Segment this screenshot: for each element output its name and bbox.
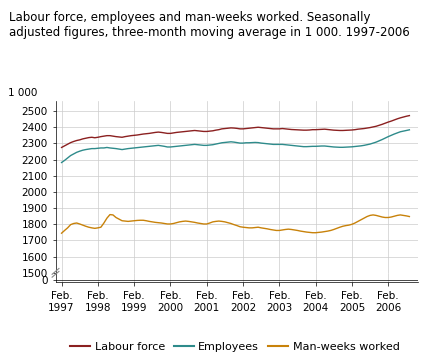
Employees	[340, 145, 345, 150]
Man-weeks worked	[273, 228, 278, 233]
Text: 1 000: 1 000	[9, 88, 37, 98]
Line: Labour force: Labour force	[61, 115, 409, 147]
Labour force	[348, 128, 354, 132]
Man-weeks worked	[343, 223, 348, 228]
Man-weeks worked	[294, 228, 299, 233]
Line: Man-weeks worked: Man-weeks worked	[61, 215, 409, 233]
Labour force	[340, 128, 345, 132]
Labour force	[379, 122, 384, 126]
Employees	[176, 144, 181, 148]
Line: Employees: Employees	[61, 130, 409, 163]
Employees	[270, 142, 275, 147]
Man-weeks worked	[406, 214, 411, 219]
Employees	[348, 145, 354, 149]
Labour force	[291, 127, 296, 132]
Man-weeks worked	[351, 221, 357, 225]
Labour force	[176, 130, 181, 134]
Man-weeks worked	[382, 215, 387, 220]
Employees	[59, 160, 64, 165]
Legend: Labour force, Employees, Man-weeks worked: Labour force, Employees, Man-weeks worke…	[66, 337, 403, 357]
Employees	[291, 143, 296, 148]
Employees	[406, 128, 411, 132]
Man-weeks worked	[59, 231, 64, 235]
Text: Labour force, employees and man-weeks worked. Seasonally
adjusted figures, three: Labour force, employees and man-weeks wo…	[9, 11, 409, 39]
Employees	[379, 137, 384, 142]
Labour force	[406, 113, 411, 118]
Labour force	[270, 127, 275, 131]
Man-weeks worked	[180, 219, 185, 224]
Man-weeks worked	[107, 212, 112, 217]
Labour force	[59, 145, 64, 150]
